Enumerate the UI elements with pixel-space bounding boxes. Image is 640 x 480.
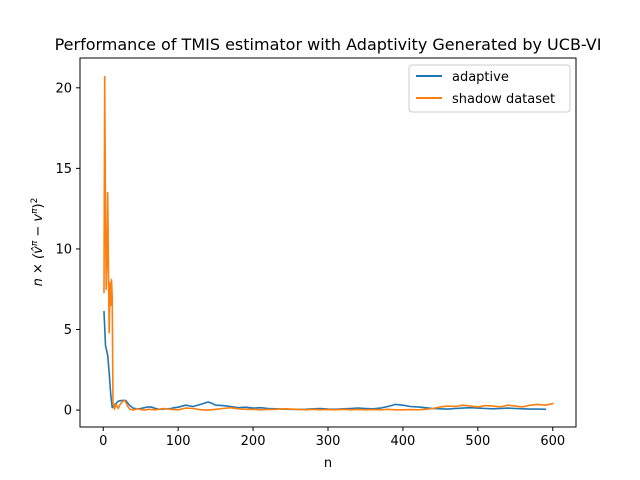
x-tick-label: 400 xyxy=(391,434,416,449)
legend: adaptive shadow dataset xyxy=(408,64,571,113)
series-line-shadow-dataset xyxy=(103,75,554,411)
y-axis-label-prefix: n × ( xyxy=(31,253,46,286)
y-axis-label-sup-2: π xyxy=(30,208,40,214)
y-tick-label: 10 xyxy=(55,242,72,257)
x-tick-label: 100 xyxy=(166,434,191,449)
legend-box xyxy=(408,64,571,113)
y-axis-label: n × (v̂π − vπ)2 xyxy=(30,198,46,287)
x-tick-label: 300 xyxy=(316,434,341,449)
legend-label-adaptive: adaptive xyxy=(452,70,509,85)
y-axis-label-sup-1: π xyxy=(30,240,40,246)
x-axis: 0 100 200 300 400 500 600 xyxy=(99,427,565,449)
x-tick-label: 600 xyxy=(540,434,565,449)
chart-title: Performance of TMIS estimator with Adapt… xyxy=(55,35,602,54)
y-axis-label-sup-3: 2 xyxy=(30,198,40,204)
x-tick-label: 500 xyxy=(465,434,490,449)
y-tick-label: 20 xyxy=(55,81,72,96)
x-tick-label: 200 xyxy=(241,434,266,449)
y-axis-label-close: ) xyxy=(31,203,46,208)
x-tick-label: 0 xyxy=(99,434,107,449)
y-axis: 0 5 10 15 20 xyxy=(55,81,80,419)
y-axis-label-minus: − v xyxy=(31,214,46,241)
y-tick-label: 0 xyxy=(64,404,72,419)
x-axis-label: n xyxy=(324,456,332,471)
y-tick-label: 15 xyxy=(55,162,72,177)
y-axis-label-vhat: v̂ xyxy=(31,246,46,254)
plot-area xyxy=(80,58,576,427)
y-tick-label: 5 xyxy=(64,323,72,338)
series-layer xyxy=(103,75,554,411)
legend-label-shadow-dataset: shadow dataset xyxy=(452,92,555,107)
